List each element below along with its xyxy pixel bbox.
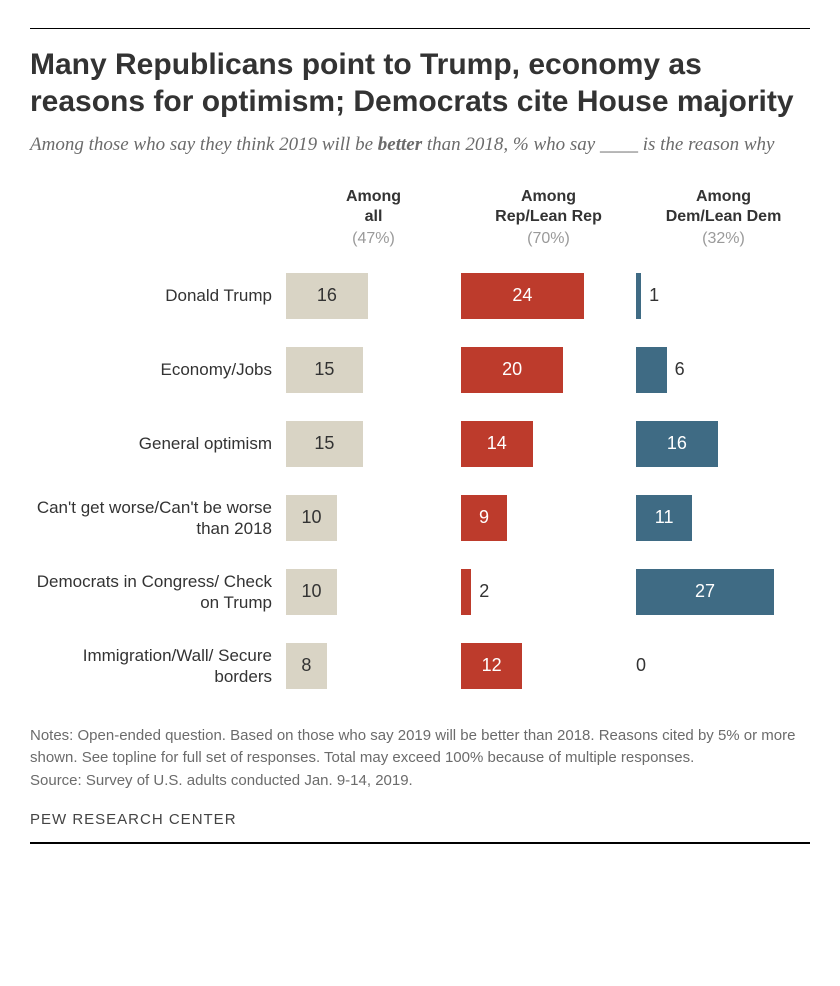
- col-head-line2: Dem/Lean Dem: [636, 207, 811, 227]
- bar-cell: 8: [286, 629, 461, 703]
- column-header: Amongall(47%): [286, 185, 461, 259]
- col-head-pct: (32%): [636, 229, 811, 249]
- bar-with-value: 12: [461, 643, 522, 689]
- bar-value: 0: [636, 655, 646, 676]
- subtitle-bold: better: [378, 134, 422, 155]
- bar-value: 6: [675, 359, 685, 380]
- bar-with-value: 15: [286, 347, 363, 393]
- bar-with-value: 27: [636, 569, 774, 615]
- subtitle-pre: Among those who say they think 2019 will…: [30, 134, 378, 155]
- column-header: AmongDem/Lean Dem(32%): [636, 185, 811, 259]
- col-head-line2: all: [286, 207, 461, 227]
- chart: Donald TrumpEconomy/JobsGeneral optimism…: [30, 185, 810, 703]
- row-labels-col: Donald TrumpEconomy/JobsGeneral optimism…: [30, 185, 286, 703]
- chart-title: Many Republicans point to Trump, economy…: [30, 47, 810, 120]
- bar-cell: 6: [636, 333, 811, 407]
- bar-with-value: 11: [636, 495, 692, 541]
- bar-cell: 16: [286, 259, 461, 333]
- col-head-line2: Rep/Lean Rep: [461, 207, 636, 227]
- bar-cell: 10: [286, 555, 461, 629]
- bar-with-value: 10: [286, 495, 337, 541]
- bar-cell: 9: [461, 481, 636, 555]
- subtitle-post: than 2018, % who say ____ is the reason …: [422, 134, 774, 155]
- row-label: Immigration/Wall/ Secure borders: [30, 629, 286, 703]
- bar: [461, 569, 471, 615]
- bar-cell: 0: [636, 629, 811, 703]
- bar-column: AmongRep/Lean Rep(70%) 24 20 14 9 2 12: [461, 185, 636, 703]
- bar-cell: 11: [636, 481, 811, 555]
- col-head-pct: (47%): [286, 229, 461, 249]
- bar-with-value: 15: [286, 421, 363, 467]
- bar-cell: 10: [286, 481, 461, 555]
- row-labels-head-spacer: [30, 185, 286, 259]
- col-head-line1: Among: [286, 187, 461, 207]
- row-label: Economy/Jobs: [30, 333, 286, 407]
- bar-with-value: 8: [286, 643, 327, 689]
- bar-column: Amongall(47%) 16 15 15 10 10 8: [286, 185, 461, 703]
- bar: [636, 347, 667, 393]
- bar-cell: 2: [461, 555, 636, 629]
- bar-cell: 12: [461, 629, 636, 703]
- chart-subtitle: Among those who say they think 2019 will…: [30, 132, 810, 159]
- bar-with-value: 20: [461, 347, 563, 393]
- bar-cell: 14: [461, 407, 636, 481]
- bar-cell: 15: [286, 333, 461, 407]
- bar-value: 1: [649, 285, 659, 306]
- bar-with-value: 9: [461, 495, 507, 541]
- col-head-line1: Among: [461, 187, 636, 207]
- source: Source: Survey of U.S. adults conducted …: [30, 772, 810, 789]
- bar-with-value: 16: [286, 273, 368, 319]
- bar-column: AmongDem/Lean Dem(32%)161611270: [636, 185, 811, 703]
- col-head-pct: (70%): [461, 229, 636, 249]
- bar-with-value: 14: [461, 421, 533, 467]
- bar-with-value: 24: [461, 273, 584, 319]
- row-label: Can't get worse/Can't be worse than 2018: [30, 481, 286, 555]
- brand: PEW RESEARCH CENTER: [30, 811, 810, 828]
- bar-with-value: 16: [636, 421, 718, 467]
- bar-value: 2: [479, 581, 489, 602]
- bar-cell: 1: [636, 259, 811, 333]
- bar: [636, 273, 641, 319]
- bar-cell: 20: [461, 333, 636, 407]
- notes: Notes: Open-ended question. Based on tho…: [30, 725, 810, 769]
- bar-cell: 27: [636, 555, 811, 629]
- rule-top: [30, 28, 810, 29]
- bar-columns: Amongall(47%)16151510108AmongRep/Lean Re…: [286, 185, 811, 703]
- bar-cell: 15: [286, 407, 461, 481]
- row-label: Donald Trump: [30, 259, 286, 333]
- column-header: AmongRep/Lean Rep(70%): [461, 185, 636, 259]
- rule-bottom: [30, 842, 810, 844]
- bar-cell: 24: [461, 259, 636, 333]
- bar-cell: 16: [636, 407, 811, 481]
- bar-with-value: 10: [286, 569, 337, 615]
- row-label: Democrats in Congress/ Check on Trump: [30, 555, 286, 629]
- col-head-line1: Among: [636, 187, 811, 207]
- row-label: General optimism: [30, 407, 286, 481]
